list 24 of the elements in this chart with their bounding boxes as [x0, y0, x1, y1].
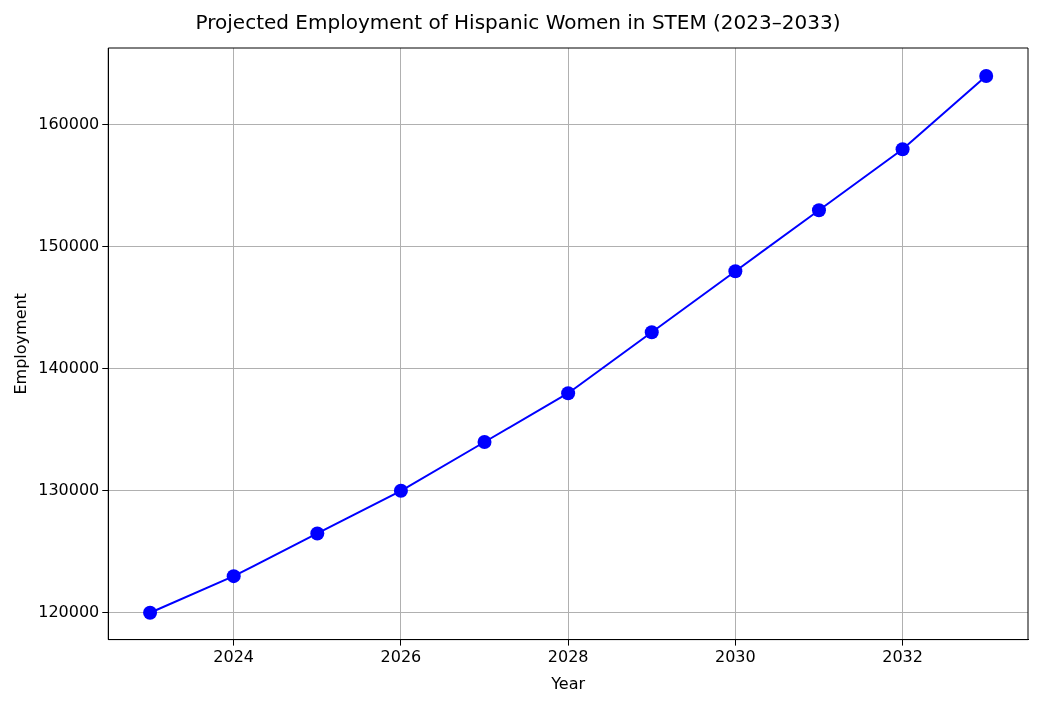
x-tick-label: 2032: [882, 647, 923, 667]
x-axis-title: Year: [550, 673, 586, 693]
x-tick-label: 2026: [380, 647, 422, 667]
point: [895, 142, 910, 157]
point: [979, 69, 994, 84]
point: [728, 264, 743, 279]
x-tick-label: 2028: [547, 647, 589, 667]
y-tick-label: 120000: [38, 601, 100, 621]
y-tick-label: 130000: [38, 479, 100, 499]
point: [477, 434, 492, 449]
x-tick-label: 2030: [715, 647, 756, 667]
x-tick-label: 2024: [213, 647, 255, 667]
y-tick-label: 140000: [38, 357, 100, 377]
y-axis-title: Employment: [10, 293, 30, 395]
point: [811, 203, 826, 218]
point: [226, 569, 241, 584]
y-tick-label: 160000: [38, 114, 100, 133]
chart-title: Projected Employment of Hispanic Women in STEM (2023–2033): [195, 10, 841, 35]
point: [310, 526, 325, 541]
point: [561, 386, 576, 401]
point: [393, 483, 408, 498]
y-tick-label: 150000: [38, 235, 100, 255]
point: [143, 605, 158, 620]
point: [644, 325, 659, 340]
